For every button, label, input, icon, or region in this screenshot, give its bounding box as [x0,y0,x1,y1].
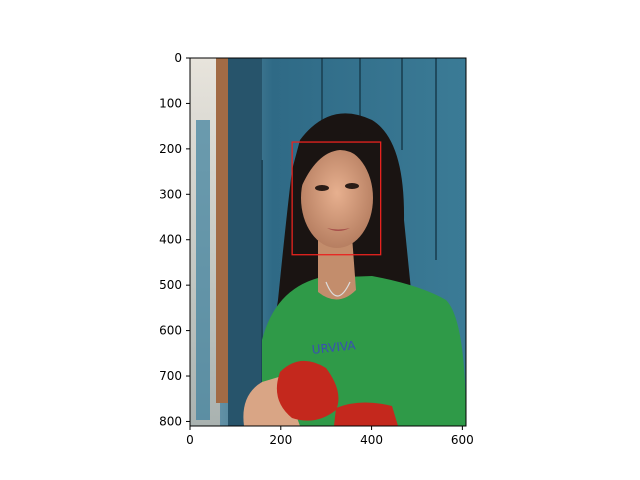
y-tick-label: 400 [159,233,182,247]
paint-streak [196,120,210,420]
door-shadow [228,58,262,426]
photo: URVIVA [190,58,466,426]
left-eye [315,185,329,191]
y-tick-label: 200 [159,142,182,156]
y-tick-label: 300 [159,187,182,201]
y-tick-label: 700 [159,369,182,383]
x-tick-label: 0 [186,433,194,447]
right-eye [345,183,359,189]
y-tick-label: 0 [174,51,182,65]
red-bag-lower [334,402,398,426]
x-tick-label: 400 [360,433,383,447]
y-axis: 0 100 200 300 400 500 600 700 800 [159,51,190,428]
y-tick-label: 800 [159,414,182,428]
door-frame [216,58,228,403]
x-tick-label: 600 [451,433,474,447]
y-tick-label: 100 [159,96,182,110]
x-axis: 0 200 400 600 [186,426,474,447]
x-tick-label: 200 [269,433,292,447]
y-tick-label: 500 [159,278,182,292]
y-tick-label: 600 [159,324,182,338]
